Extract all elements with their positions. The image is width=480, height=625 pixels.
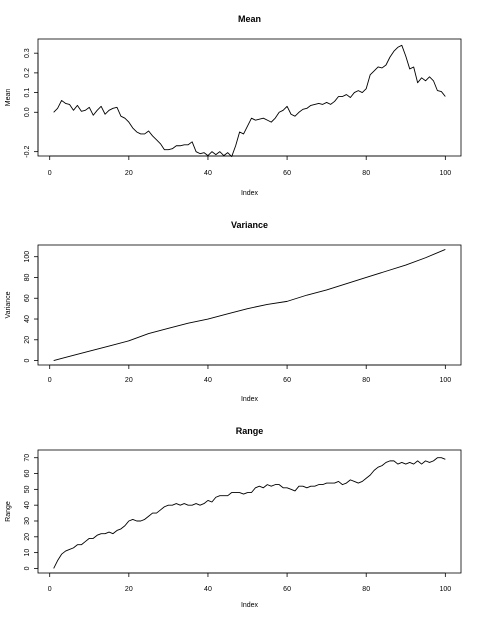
x-tick-label: 60 (283, 586, 291, 593)
y-tick-label: 0 (24, 566, 31, 570)
x-tick-label: 20 (125, 586, 133, 593)
y-tick-label: 80 (24, 273, 31, 281)
y-tick-label: 40 (24, 315, 31, 323)
x-tick-label: 0 (48, 586, 52, 593)
y-tick-label: 70 (24, 454, 31, 462)
plot-frame (37, 38, 462, 157)
y-tick-label: 0.1 (24, 88, 31, 98)
panel-mean: Mean Index Mean 0 20 40 60 80 100 -0.2 0.0 0.1 0.2 0.… (5, 14, 462, 197)
x-tick-label: 20 (125, 377, 133, 384)
x-axis-label: Index (241, 190, 259, 197)
x-tick-label: 100 (439, 586, 451, 593)
y-tick-label: 0.3 (24, 48, 31, 58)
y-axis-label: Mean (5, 89, 12, 107)
x-tick-label: 40 (204, 586, 212, 593)
series-line (53, 44, 446, 158)
x-tick-label: 40 (204, 170, 212, 177)
y-tick-label: 50 (24, 485, 31, 493)
x-axis-label: Index (241, 396, 259, 403)
y-tick-label: 30 (24, 517, 31, 525)
panel-variance: Variance Index Variance 0 20 40 60 80 100 0 20 40 60… (5, 220, 462, 403)
x-tick-label: 100 (439, 377, 451, 384)
y-tick-label: 20 (24, 336, 31, 344)
chart-title: Mean (238, 14, 261, 24)
y-tick-label: 60 (24, 470, 31, 478)
x-tick-label: 40 (204, 377, 212, 384)
y-tick-label: 100 (24, 251, 31, 263)
x-tick-label: 80 (362, 586, 370, 593)
chart-title: Range (236, 426, 264, 436)
x-tick-label: 80 (362, 170, 370, 177)
y-tick-label: 0.0 (24, 107, 31, 117)
y-tick-label: -0.2 (24, 146, 31, 158)
series-line (53, 249, 446, 361)
y-tick-label: 10 (24, 549, 31, 557)
panel-range: Range Index Range 0 20 40 60 80 100 0 10 20 30 40 50 60… (5, 426, 462, 609)
x-tick-label: 20 (125, 170, 133, 177)
x-tick-label: 60 (283, 377, 291, 384)
x-axis-label: Index (241, 602, 259, 609)
y-tick-label: 20 (24, 533, 31, 541)
y-tick-label: 0 (24, 359, 31, 363)
x-tick-label: 0 (48, 170, 52, 177)
y-axis-label: Variance (5, 291, 12, 318)
chart-title: Variance (231, 220, 268, 230)
x-tick-label: 0 (48, 377, 52, 384)
plot-frame (37, 244, 462, 366)
y-tick-label: 60 (24, 294, 31, 302)
x-tick-label: 80 (362, 377, 370, 384)
x-tick-label: 100 (439, 170, 451, 177)
series-line (53, 457, 446, 569)
x-tick-label: 60 (283, 170, 291, 177)
y-axis-label: Range (5, 501, 12, 522)
y-tick-label: 40 (24, 501, 31, 509)
y-tick-label: 0.2 (24, 68, 31, 78)
plot-frame (37, 449, 462, 574)
